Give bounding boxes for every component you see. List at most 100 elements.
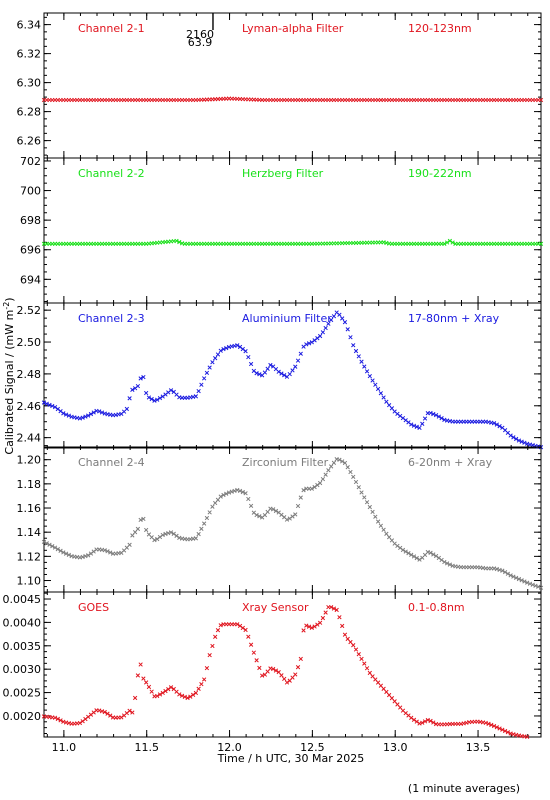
data-point <box>141 676 146 681</box>
panel-1: 6.26 6.28 6.30 6.32 6.34 Channel 2-1 Lyman-alp… <box>17 12 544 159</box>
data-point <box>400 547 406 553</box>
panel-filter-label: Xray Sensor <box>242 601 309 614</box>
y-tick-label: 1.20 <box>17 454 42 467</box>
data-point <box>268 362 273 368</box>
data-point <box>409 715 414 720</box>
y-tick-label: 6.32 <box>17 48 42 61</box>
data-point <box>240 625 245 631</box>
data-point <box>433 553 439 559</box>
data-point <box>362 661 367 666</box>
data-point <box>130 710 135 715</box>
y-tick-label: 0.0025 <box>3 687 42 700</box>
data-point <box>196 388 201 394</box>
data-point <box>356 485 361 490</box>
data-point <box>61 550 66 555</box>
data-point <box>367 373 372 379</box>
panel-filter-label: Herzberg Filter <box>242 167 324 180</box>
data-point <box>105 549 110 554</box>
data-point <box>152 537 157 543</box>
data-point <box>317 620 323 625</box>
data-point <box>290 368 295 373</box>
data-point <box>157 534 163 540</box>
y-tick-label: 6.28 <box>17 106 42 119</box>
y-tick-label: 2.44 <box>17 432 42 445</box>
data-point <box>450 240 455 245</box>
data-point <box>326 468 331 473</box>
data-point <box>381 395 386 400</box>
panel-channel-label: Channel 2-1 <box>78 22 145 35</box>
data-point <box>193 536 199 541</box>
data-point <box>293 512 298 517</box>
y-tick-label: 698 <box>20 214 41 227</box>
data-point <box>483 720 488 726</box>
data-point <box>486 721 491 726</box>
data-point <box>329 605 334 610</box>
panel-series <box>42 605 530 740</box>
y-tick-label: 2.46 <box>17 400 42 413</box>
data-point <box>41 539 47 545</box>
data-point <box>138 662 143 667</box>
data-point <box>351 643 356 648</box>
data-point <box>298 656 303 662</box>
data-point <box>444 561 450 566</box>
data-point <box>152 398 157 403</box>
data-point <box>533 583 538 588</box>
data-point <box>163 688 168 694</box>
data-point <box>502 728 508 734</box>
data-point <box>224 345 229 351</box>
data-point <box>276 369 281 374</box>
data-point <box>497 424 502 429</box>
data-point <box>436 414 441 419</box>
data-point <box>414 719 419 724</box>
x-tick-label: 13.0 <box>383 741 408 754</box>
data-point <box>381 527 386 532</box>
data-point <box>135 673 141 678</box>
data-point <box>295 503 301 509</box>
panel-band-label: 190-222nm <box>408 167 472 180</box>
data-point <box>177 239 182 245</box>
data-point <box>265 366 270 371</box>
data-point <box>284 517 290 522</box>
panel-2: 694 696 698 700 702 Channel 2-2 Herzberg Filte… <box>20 155 544 304</box>
data-point <box>530 582 535 587</box>
panel-band-label: 0.1-0.8nm <box>408 601 465 614</box>
data-point <box>144 527 149 533</box>
panel-5: 0.0020 0.0025 0.0030 0.0035 0.0040 0.0045 GOES… <box>3 591 542 740</box>
data-point <box>331 460 337 465</box>
panel-filter-label: Aluminium Filter <box>242 312 332 325</box>
data-point <box>243 491 248 496</box>
data-point <box>442 241 447 246</box>
data-point <box>500 727 505 732</box>
data-point <box>491 723 497 729</box>
panel-4: 1.10 1.12 1.14 1.16 1.18 1.20 Channel 2-4 Zirco… <box>17 446 544 593</box>
chart-panels: 6.26 6.28 6.30 6.32 6.34 Channel 2-1 Lyman-alp… <box>3 12 544 740</box>
data-point <box>293 672 298 677</box>
data-point <box>536 584 541 589</box>
data-point <box>293 364 298 369</box>
data-point <box>373 514 378 519</box>
data-point <box>439 557 444 563</box>
data-point <box>362 364 367 369</box>
data-point <box>168 685 174 690</box>
y-tick-label: 2.48 <box>17 368 42 381</box>
data-point <box>364 666 370 671</box>
panel-frame <box>43 591 542 738</box>
data-point <box>420 421 425 426</box>
data-point <box>340 623 345 629</box>
data-point <box>182 694 187 700</box>
data-point <box>221 492 226 498</box>
data-point <box>348 469 353 475</box>
data-point <box>306 624 312 629</box>
data-point <box>356 354 361 359</box>
data-point <box>246 634 251 639</box>
data-point <box>207 510 212 515</box>
data-point <box>417 557 422 562</box>
data-point <box>44 541 49 546</box>
data-point <box>370 509 375 515</box>
data-point <box>141 516 146 522</box>
data-point <box>119 715 124 720</box>
data-point <box>135 526 141 532</box>
data-point <box>259 673 265 678</box>
data-point <box>144 680 149 685</box>
data-point <box>378 391 384 396</box>
